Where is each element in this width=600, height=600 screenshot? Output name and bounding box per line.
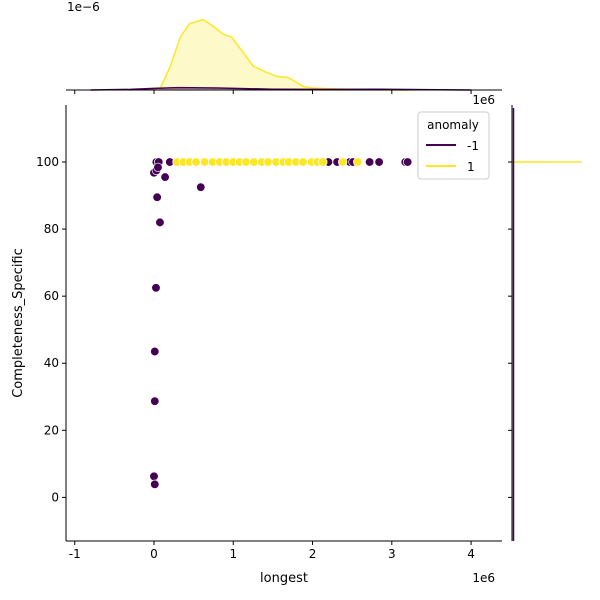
scatter-point-neg1	[150, 346, 160, 357]
legend-label-1: 1	[467, 160, 475, 174]
scatter-point-1	[338, 157, 348, 167]
scatter-point-neg1	[153, 162, 163, 173]
y-tick-label: 80	[44, 222, 59, 236]
y-tick-label: 0	[51, 490, 59, 504]
legend-label-neg1: -1	[467, 139, 479, 153]
x-tick-label: 1	[229, 547, 237, 561]
x-tick-label: 3	[388, 547, 396, 561]
scatter-point-1	[241, 157, 251, 167]
y-tick-label: 100	[36, 155, 59, 169]
scatter-point-neg1	[196, 182, 206, 192]
scatter-point-neg1	[151, 283, 161, 293]
scatter-point-1	[353, 157, 363, 167]
scatter-point-neg1	[149, 471, 159, 481]
kde-line-neg1	[90, 86, 472, 91]
scatter-point-1	[249, 157, 259, 167]
scatter-point-neg1	[374, 157, 384, 167]
y-tick-label: 20	[44, 423, 59, 437]
legend-title: anomaly	[427, 118, 479, 132]
x-axis-label: longest	[260, 571, 308, 586]
scatter-point-neg1	[152, 192, 162, 202]
y-axis-label: Completeness_Specific	[11, 248, 26, 398]
top-marginal-axes	[66, 18, 502, 94]
x-offset-label-bottom: 1e6	[472, 571, 495, 585]
kde-line-1	[130, 18, 408, 91]
scatter-point-1	[191, 157, 201, 167]
x-tick-label: -1	[69, 547, 81, 561]
y-tick-label: 40	[44, 356, 59, 370]
scatter-point-neg1	[150, 479, 160, 489]
right-marginal-axes	[508, 105, 582, 541]
legend: anomaly -1 1	[417, 111, 490, 180]
scatter-point-neg1	[150, 396, 160, 406]
scatter-point-1	[263, 157, 273, 167]
x-tick-label: 0	[150, 547, 158, 561]
scatter-point-1	[318, 157, 328, 167]
x-tick-label: 4	[467, 547, 475, 561]
scatter-point-neg1	[155, 217, 165, 228]
y-tick-label: 60	[44, 289, 59, 303]
x-tick-label: 2	[309, 547, 317, 561]
scatter-point-neg1	[364, 157, 375, 167]
kde-fill-1	[130, 19, 408, 91]
scatter-point-neg1	[160, 172, 170, 182]
x-offset-label-top: 1e6	[472, 93, 495, 107]
scatter-point-1	[298, 157, 308, 167]
scatter-point-1	[200, 157, 210, 167]
top-y-offset-label: 1e−6	[67, 0, 100, 14]
scatter-point-neg1	[403, 157, 413, 167]
